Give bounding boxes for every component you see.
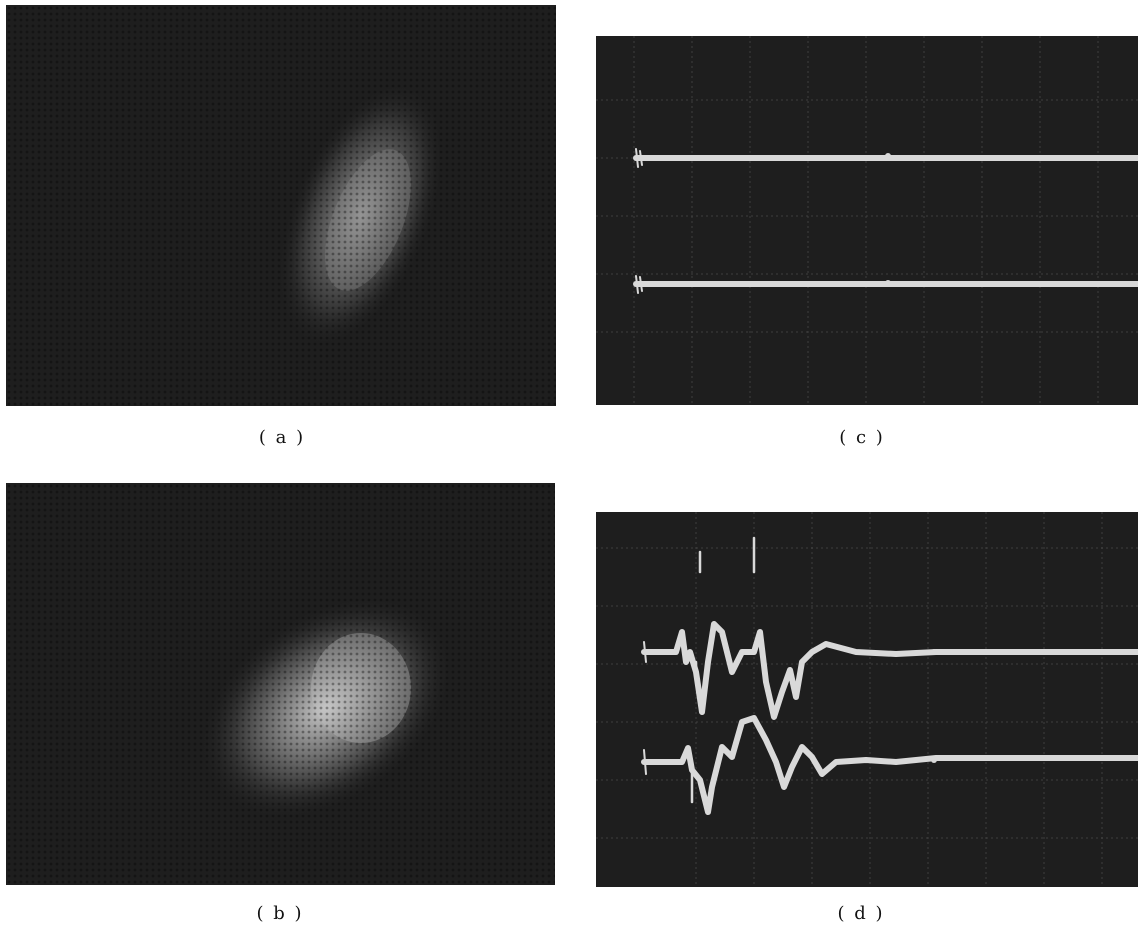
trace-lower	[641, 715, 1138, 815]
caption-b: ( b )	[256, 903, 304, 924]
panel-c-oscilloscope	[596, 36, 1138, 405]
panel-a-image	[6, 5, 556, 406]
panel-b-spot-image	[6, 483, 555, 885]
panel-d-oscilloscope	[596, 512, 1138, 887]
caption-c: ( c )	[839, 427, 885, 448]
traces	[641, 536, 1138, 815]
traces	[633, 148, 1138, 294]
panel-a-spot-image	[6, 5, 556, 406]
caption-a: ( a )	[258, 427, 306, 448]
caption-d: ( d )	[837, 903, 885, 924]
trace-upper	[641, 621, 1138, 720]
panel-c-trace-image	[596, 36, 1138, 405]
panel-b-image	[6, 483, 555, 885]
panel-d-trace-image	[596, 512, 1138, 887]
